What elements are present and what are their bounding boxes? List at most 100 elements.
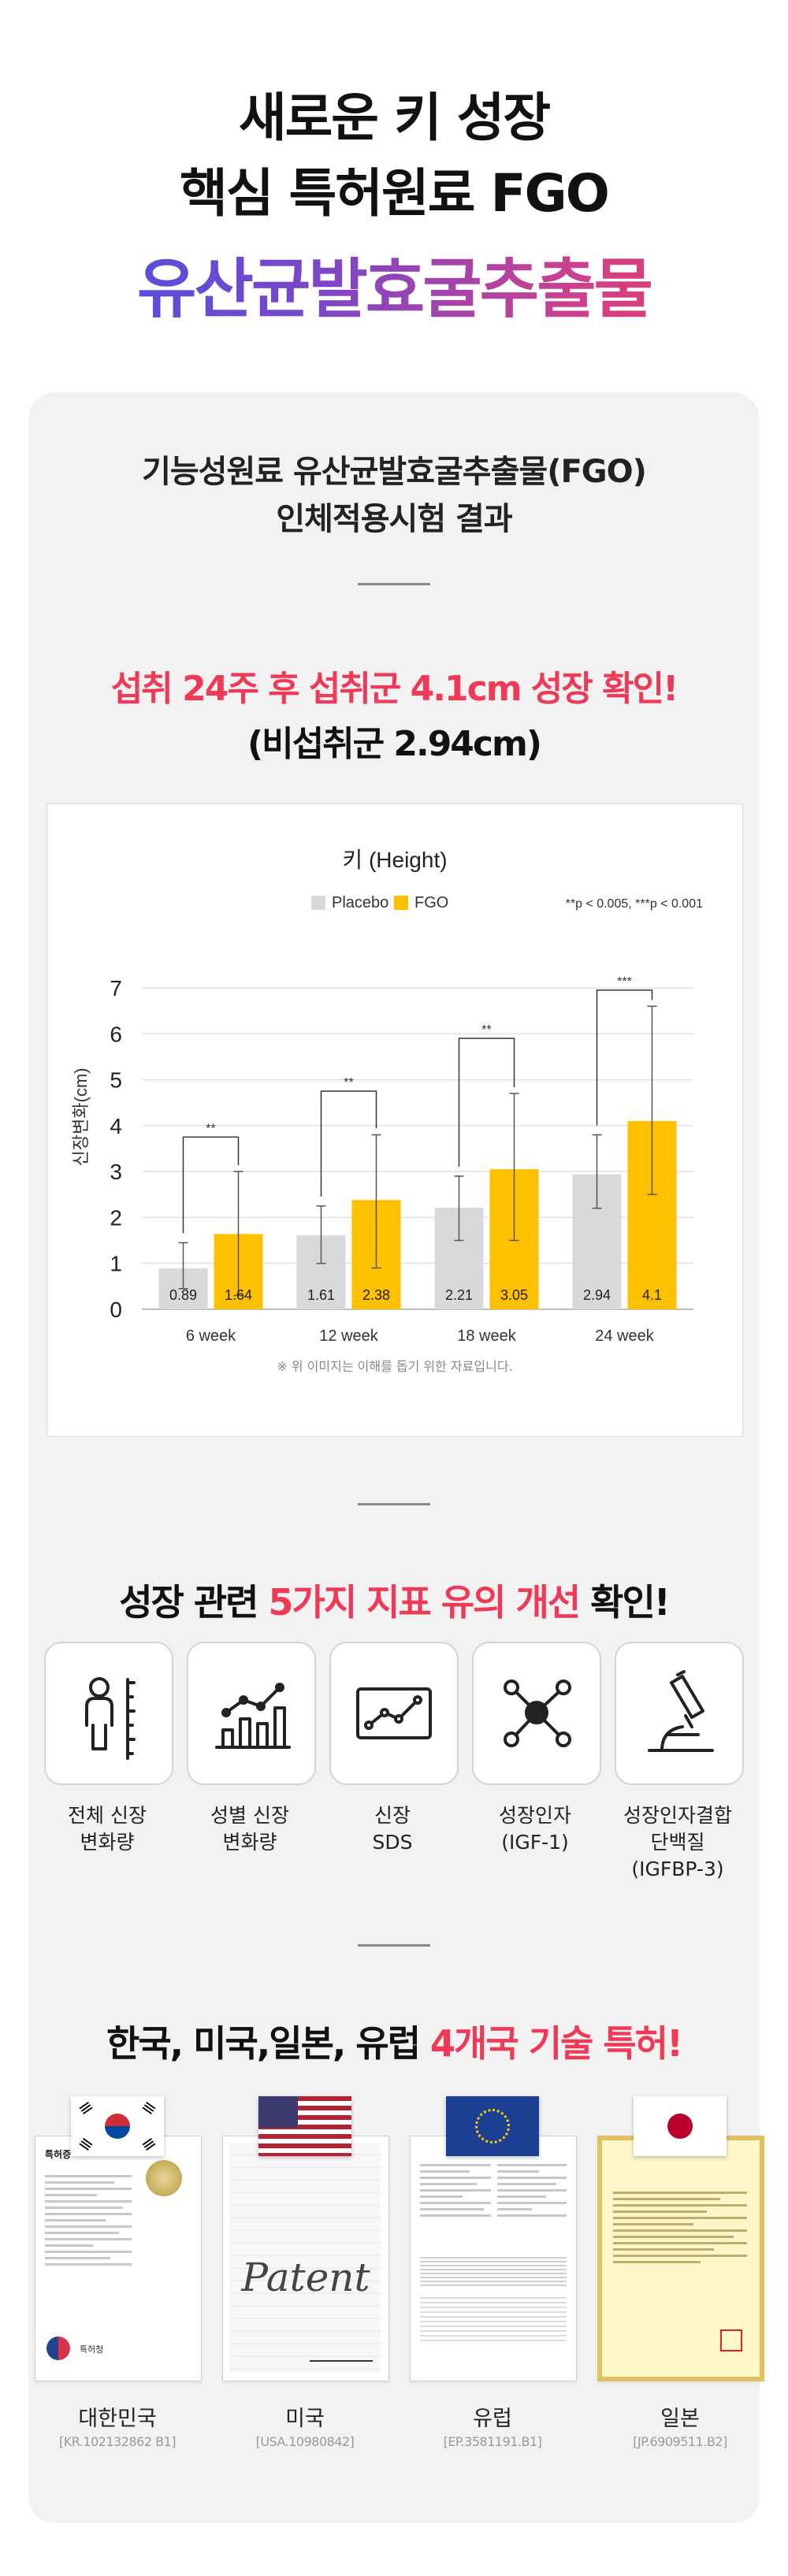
label-line: 전체 신장 xyxy=(68,1804,147,1827)
indicators-heading-pre: 성장 관련 xyxy=(119,1581,269,1624)
data-label: 2.94 xyxy=(583,1287,611,1303)
gold-seal-icon xyxy=(146,2160,182,2196)
certificate-korea: 특허증 특허청 xyxy=(35,2136,202,2381)
result-highlight: 섭취 24주 후 섭취군 4.1cm 성장 확인! xyxy=(110,669,678,709)
cert-title: Patent xyxy=(241,2255,370,2300)
content-panel: 기능성원료 유산균발효굴추출물(FGO) 인체적용시험 결과 섭취 24주 후 … xyxy=(28,392,764,2523)
label-line: 성별 신장 xyxy=(210,1804,289,1827)
eu-flag-icon xyxy=(446,2096,539,2156)
indicators-heading: 성장 관련 5가지 지표 유의 개선 확인! xyxy=(28,1574,760,1626)
legend-swatch xyxy=(394,896,408,910)
country-label-japan: 일본 xyxy=(660,2407,700,2431)
study-title-line1: 기능성원료 유산균발효굴추출물(FGO) xyxy=(142,454,647,490)
indicator-card-total-height xyxy=(44,1642,173,1785)
rising-bar-chart-icon xyxy=(215,1683,291,1749)
label-line: SDS xyxy=(372,1831,413,1854)
japan-flag-icon xyxy=(634,2096,727,2156)
label-line: 변화량 xyxy=(222,1831,277,1854)
data-label: 3.05 xyxy=(500,1287,528,1303)
usa-flag-icon xyxy=(258,2096,351,2156)
significance-marker: ** xyxy=(481,1023,491,1037)
divider xyxy=(358,1944,430,1947)
legend-label: FGO xyxy=(414,894,448,911)
indicator-label-gender-height: 성별 신장 변화량 xyxy=(171,1802,329,1856)
indicator-label-total-height: 전체 신장 변화량 xyxy=(28,1802,186,1856)
study-title-line2: 인체적용시험 결과 xyxy=(276,501,512,537)
cert-issuer: 특허청 xyxy=(80,2344,104,2355)
line-chart-screen-icon xyxy=(356,1687,432,1739)
cert-text-block xyxy=(420,2255,567,2286)
hero-ingredient-name: 유산균발효굴추출물 xyxy=(0,236,788,330)
country-label-usa: 미국 xyxy=(285,2407,325,2431)
label-line: (IGFBP-3) xyxy=(631,1858,724,1880)
data-label: 0.89 xyxy=(169,1287,197,1303)
patent-number-europe: [EP.3581191.B1] xyxy=(443,2434,542,2449)
y-tick-label: 0 xyxy=(110,1297,122,1322)
label-line: 신장 xyxy=(374,1804,411,1827)
signature-icon xyxy=(310,2349,373,2362)
hero-title-line2: 핵심 특허원료 FGO xyxy=(180,163,610,224)
y-tick-label: 1 xyxy=(110,1252,122,1276)
indicator-card-height-sds xyxy=(329,1642,459,1785)
korea-flag-icon xyxy=(71,2096,164,2156)
indicator-card-igfbp3 xyxy=(615,1642,744,1785)
label-line: 성장인자 xyxy=(498,1804,571,1827)
significance-marker: ** xyxy=(344,1076,353,1089)
data-label: 1.64 xyxy=(225,1287,252,1303)
indicator-card-gender-height xyxy=(187,1642,316,1785)
height-chart-card: 키 (Height) Placebo FGO **p < 0.005, ***p < … xyxy=(46,804,743,1437)
patent-number-usa: [USA.10980842] xyxy=(255,2434,355,2449)
cert-text-lines xyxy=(229,2143,381,2373)
country-label-europe: 유럽 xyxy=(473,2407,512,2431)
height-bar-chart: 키 (Height) Placebo FGO **p < 0.005, ***p < … xyxy=(71,848,703,1345)
indicator-card-igf1 xyxy=(472,1642,601,1785)
label-line: 변화량 xyxy=(80,1831,135,1854)
indicator-label-height-sds: 신장 SDS xyxy=(314,1802,471,1856)
y-tick-label: 2 xyxy=(110,1205,122,1230)
y-tick-label: 3 xyxy=(110,1160,122,1184)
cert-title: 특허증 xyxy=(45,2149,72,2160)
data-label: 4.1 xyxy=(642,1287,662,1303)
label-line: (IGF-1) xyxy=(501,1831,569,1854)
hero-title-line1: 새로운 키 성장 xyxy=(238,87,551,148)
country-label-korea: 대한민국 xyxy=(78,2407,157,2431)
x-tick-label: 12 week xyxy=(319,1327,378,1345)
chart-note: ※ 위 이미지는 이해를 돕기 위한 자료입니다. xyxy=(277,1359,513,1374)
significance-note: **p < 0.005, ***p < 0.001 xyxy=(566,897,703,911)
cert-text-lines xyxy=(420,2160,491,2221)
indicators-heading-highlight: 5가지 지표 유의 개선 xyxy=(268,1581,582,1624)
data-label: 1.61 xyxy=(307,1287,335,1303)
label-line: 단백질 xyxy=(650,1831,705,1854)
significance-bracket xyxy=(458,1037,515,1167)
significance-marker: *** xyxy=(617,975,632,989)
y-tick-label: 5 xyxy=(110,1068,122,1093)
y-tick-label: 4 xyxy=(110,1114,122,1138)
cert-text-lines xyxy=(497,2160,567,2221)
patent-number-korea: [KR.102132862 B1] xyxy=(59,2434,176,2449)
label-line: 성장인자결합 xyxy=(623,1804,732,1827)
cert-text-lines xyxy=(613,2188,747,2267)
x-tick-label: 24 week xyxy=(595,1327,654,1345)
indicator-label-igf1: 성장인자 (IGF-1) xyxy=(456,1802,614,1856)
y-tick-label: 7 xyxy=(110,976,122,1000)
cert-text-block xyxy=(420,2294,567,2341)
y-axis-label: 신장변화(cm) xyxy=(71,1068,91,1167)
significance-bracket xyxy=(596,989,653,1126)
kipo-logo-icon xyxy=(46,2337,70,2360)
legend-label: Placebo xyxy=(332,894,388,911)
microscope-icon xyxy=(648,1670,714,1752)
significance-bracket xyxy=(182,1136,240,1234)
indicators-heading-post: 확인! xyxy=(579,1581,671,1624)
body-height-icon xyxy=(85,1677,136,1760)
y-tick-label: 6 xyxy=(110,1022,122,1046)
legend-swatch xyxy=(311,896,325,910)
patents-heading: 한국, 미국,일본, 유럽 4개국 기술 특허! xyxy=(28,2015,760,2067)
result-subhighlight: (비섭취군 2.94cm) xyxy=(247,724,542,764)
certificate-usa: Patent xyxy=(222,2136,389,2381)
certificate-japan xyxy=(597,2136,764,2381)
significance-bracket xyxy=(320,1090,377,1197)
divider xyxy=(358,583,430,585)
cert-text-lines xyxy=(45,2171,132,2270)
molecule-icon xyxy=(504,1680,571,1747)
x-tick-label: 6 week xyxy=(186,1327,236,1345)
